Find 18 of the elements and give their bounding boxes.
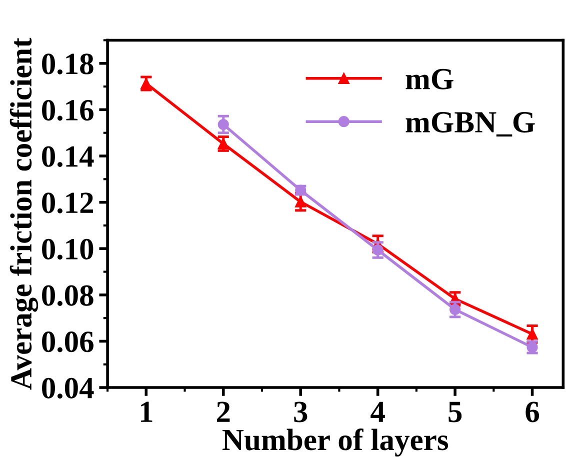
x-tick-label: 1: [140, 402, 152, 422]
y-axis-title: Average friction coefficient: [10, 38, 38, 390]
y-tick-label: 0.12: [42, 192, 94, 214]
y-tick-label: 0.06: [42, 332, 94, 352]
x-tick-label: 5: [448, 402, 462, 422]
y-tick-label: 0.04: [42, 378, 94, 399]
x-tick-label: 6: [526, 402, 540, 422]
y-tick-label: 0.10: [42, 238, 94, 260]
x-axis-title: Number of layers: [222, 428, 448, 457]
y-tick-label: 0.08: [42, 285, 94, 306]
legend-label: mG: [406, 68, 454, 90]
x-tick-label: 2: [217, 402, 230, 422]
y-tick-label: 0.18: [42, 54, 94, 74]
legend-label: mGBN_G: [406, 112, 535, 137]
y-tick-label: 0.16: [42, 100, 94, 121]
x-tick-label: 4: [370, 402, 385, 422]
y-tick-label: 0.14: [42, 146, 94, 168]
x-tick-label: 3: [294, 402, 308, 422]
